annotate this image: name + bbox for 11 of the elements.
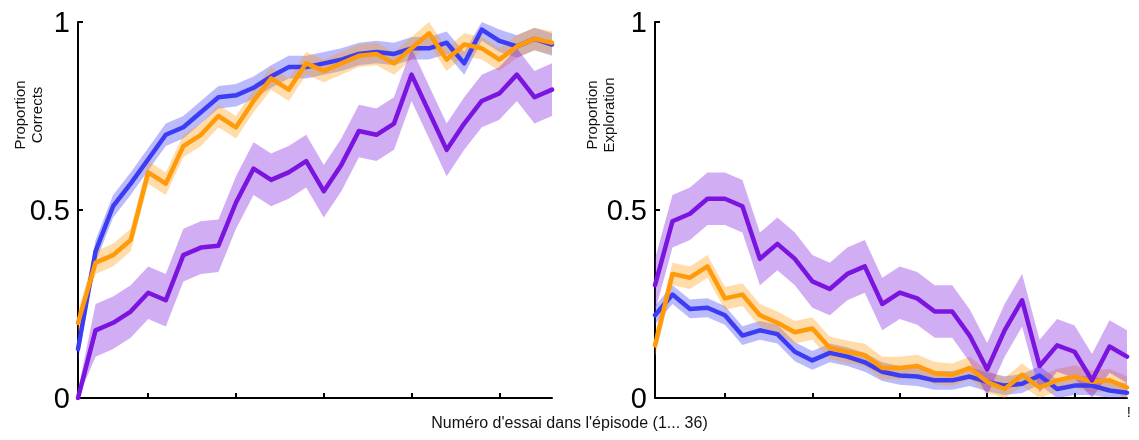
- text: !: [1126, 403, 1131, 420]
- y-tick-label: 0.5: [29, 194, 70, 226]
- y-tick-label: 1: [630, 6, 647, 38]
- y-axis-title: Proportion Corrects: [11, 80, 45, 150]
- x-axis-title: Numéro d'essai dans l'épisode (1... 36): [431, 414, 708, 431]
- y-tick-label: 1: [53, 6, 70, 38]
- y-tick-label: 0: [630, 382, 647, 414]
- y-tick-label: 0: [53, 382, 70, 414]
- y-axis-title: Proportion Exploration: [583, 77, 617, 153]
- y-tick-label: 0.5: [606, 194, 647, 226]
- line-series: [652, 196, 1130, 383]
